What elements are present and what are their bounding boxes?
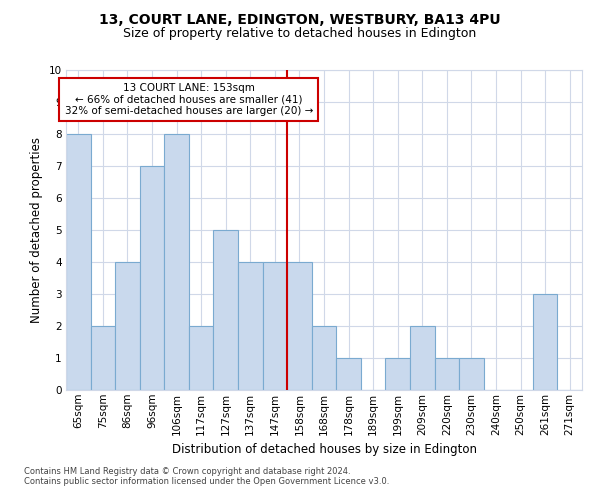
- Text: Contains HM Land Registry data © Crown copyright and database right 2024.: Contains HM Land Registry data © Crown c…: [24, 467, 350, 476]
- Bar: [115, 262, 140, 390]
- Text: 13, COURT LANE, EDINGTON, WESTBURY, BA13 4PU: 13, COURT LANE, EDINGTON, WESTBURY, BA13…: [99, 12, 501, 26]
- Bar: [189, 326, 214, 390]
- Bar: [459, 358, 484, 390]
- Bar: [263, 262, 287, 390]
- Bar: [238, 262, 263, 390]
- Bar: [91, 326, 115, 390]
- Text: 13 COURT LANE: 153sqm
← 66% of detached houses are smaller (41)
32% of semi-deta: 13 COURT LANE: 153sqm ← 66% of detached …: [65, 83, 313, 116]
- Bar: [336, 358, 361, 390]
- Bar: [410, 326, 434, 390]
- Y-axis label: Number of detached properties: Number of detached properties: [30, 137, 43, 323]
- Text: Contains public sector information licensed under the Open Government Licence v3: Contains public sector information licen…: [24, 477, 389, 486]
- Bar: [385, 358, 410, 390]
- Text: Size of property relative to detached houses in Edington: Size of property relative to detached ho…: [124, 28, 476, 40]
- X-axis label: Distribution of detached houses by size in Edington: Distribution of detached houses by size …: [172, 443, 476, 456]
- Bar: [214, 230, 238, 390]
- Bar: [434, 358, 459, 390]
- Bar: [312, 326, 336, 390]
- Bar: [287, 262, 312, 390]
- Bar: [164, 134, 189, 390]
- Bar: [140, 166, 164, 390]
- Bar: [533, 294, 557, 390]
- Bar: [66, 134, 91, 390]
